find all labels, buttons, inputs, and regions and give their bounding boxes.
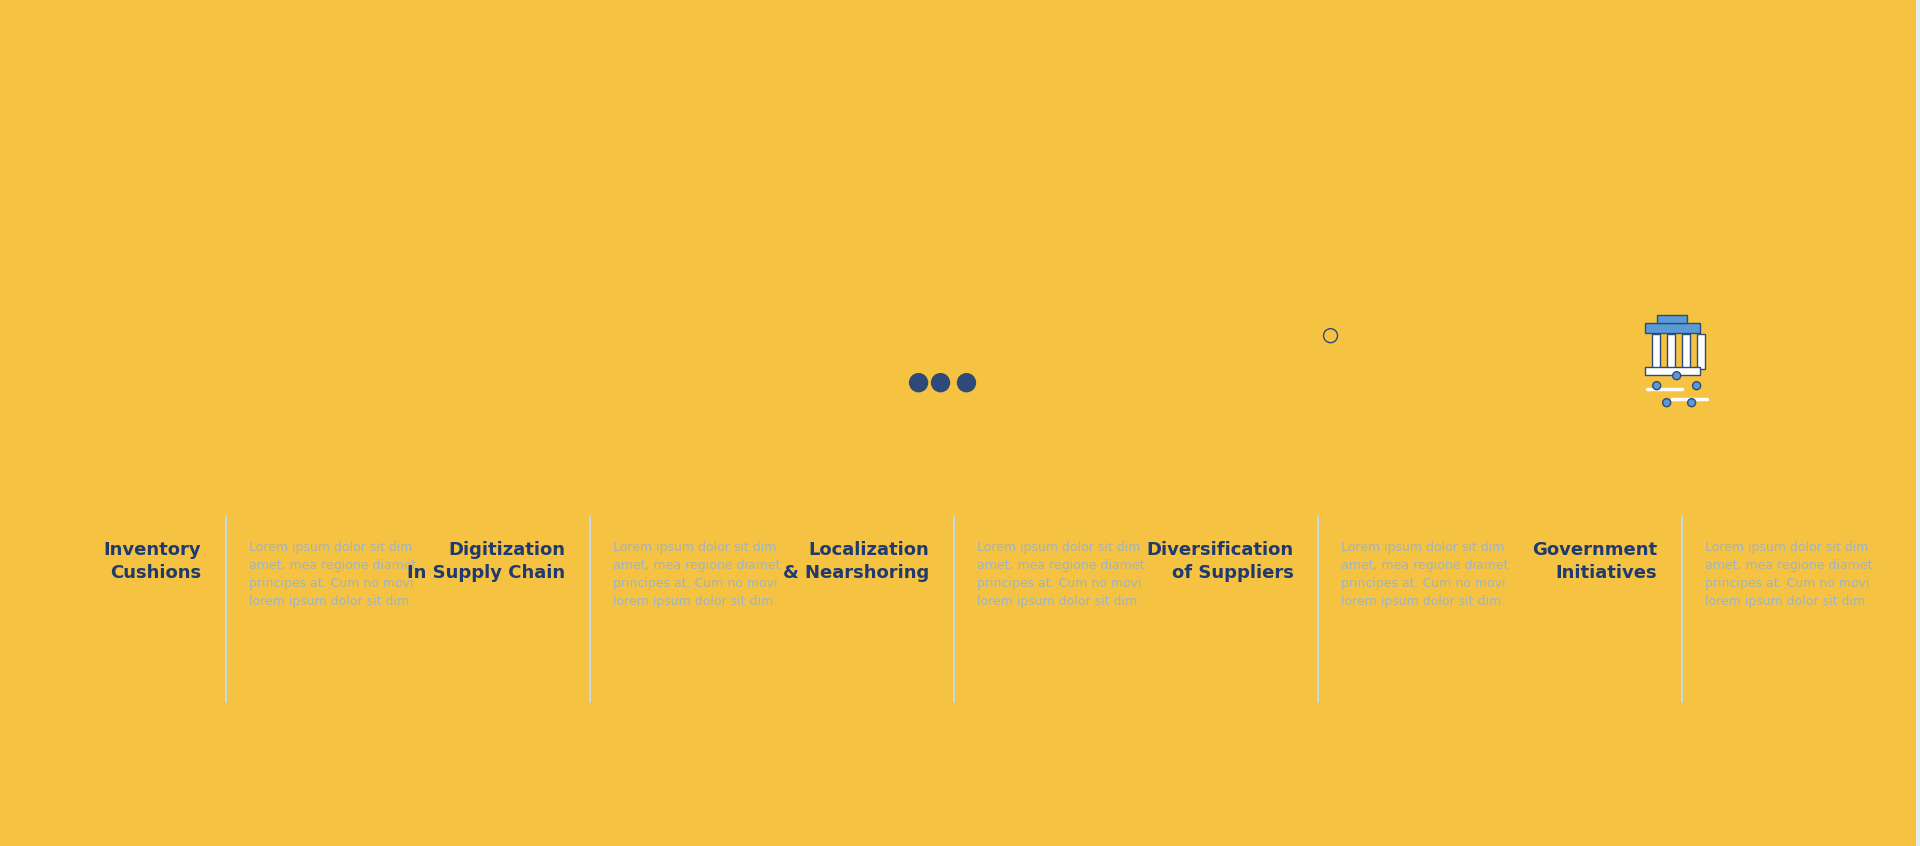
- Text: 2: 2: [649, 279, 662, 298]
- Text: Lorem ipsum dolor sit dim
amet, mea regione diamet
principes at. Cum no movi
lor: Lorem ipsum dolor sit dim amet, mea regi…: [250, 541, 417, 608]
- Ellipse shape: [995, 262, 1046, 315]
- Ellipse shape: [1667, 480, 1688, 502]
- Ellipse shape: [607, 324, 622, 338]
- Ellipse shape: [580, 486, 589, 496]
- Ellipse shape: [588, 392, 601, 406]
- Text: 1: 1: [286, 279, 300, 298]
- Ellipse shape: [1571, 256, 1793, 481]
- Ellipse shape: [837, 249, 1060, 473]
- Ellipse shape: [520, 296, 649, 426]
- Text: Localization
& Nearshoring: Localization & Nearshoring: [783, 541, 929, 582]
- Ellipse shape: [937, 480, 960, 502]
- Ellipse shape: [1672, 371, 1680, 380]
- Ellipse shape: [1693, 382, 1701, 390]
- Ellipse shape: [883, 296, 1014, 426]
- Text: Digitization
In Supply Chain: Digitization In Supply Chain: [407, 541, 564, 582]
- Ellipse shape: [1611, 296, 1741, 426]
- Ellipse shape: [267, 262, 319, 315]
- FancyBboxPatch shape: [1645, 322, 1699, 332]
- Ellipse shape: [156, 296, 286, 426]
- FancyBboxPatch shape: [947, 314, 954, 326]
- Text: Lorem ipsum dolor sit dim
amet, mea regione diamet
principes at. Cum no movi
lor: Lorem ipsum dolor sit dim amet, mea regi…: [1342, 541, 1509, 608]
- Ellipse shape: [612, 369, 626, 382]
- Ellipse shape: [1248, 296, 1377, 426]
- Ellipse shape: [1653, 382, 1661, 390]
- Ellipse shape: [1225, 272, 1400, 448]
- Ellipse shape: [1302, 480, 1323, 502]
- Ellipse shape: [1206, 256, 1428, 481]
- Text: Lorem ipsum dolor sit dim
amet, mea regione diamet
principes at. Cum no movi
lor: Lorem ipsum dolor sit dim amet, mea regi…: [1705, 541, 1872, 608]
- Ellipse shape: [1722, 262, 1774, 315]
- Text: 4: 4: [1379, 279, 1392, 298]
- Ellipse shape: [540, 333, 553, 348]
- Ellipse shape: [209, 480, 230, 502]
- Ellipse shape: [478, 256, 701, 481]
- FancyBboxPatch shape: [939, 321, 964, 346]
- Ellipse shape: [215, 486, 225, 496]
- FancyBboxPatch shape: [1697, 333, 1705, 369]
- FancyBboxPatch shape: [1667, 333, 1674, 369]
- Ellipse shape: [910, 374, 927, 392]
- Ellipse shape: [543, 379, 557, 393]
- Text: Government
Initiatives: Government Initiatives: [1532, 541, 1657, 582]
- FancyBboxPatch shape: [1651, 333, 1659, 369]
- Ellipse shape: [958, 374, 975, 392]
- Ellipse shape: [113, 256, 338, 481]
- Text: Lorem ipsum dolor sit dim
amet, mea regione diamet
principes at. Cum no movi
lor: Lorem ipsum dolor sit dim amet, mea regi…: [977, 541, 1144, 608]
- FancyBboxPatch shape: [1645, 366, 1699, 375]
- Ellipse shape: [125, 266, 315, 456]
- Ellipse shape: [1308, 486, 1317, 496]
- Text: Inventory
Cushions: Inventory Cushions: [104, 541, 202, 582]
- Ellipse shape: [943, 486, 954, 496]
- Ellipse shape: [1688, 398, 1695, 407]
- Text: Lorem ipsum dolor sit dim
amet, mea regione diamet
principes at. Cum no movi
lor: Lorem ipsum dolor sit dim amet, mea regi…: [612, 541, 781, 608]
- Ellipse shape: [854, 266, 1043, 456]
- Ellipse shape: [1672, 486, 1682, 496]
- Ellipse shape: [860, 272, 1037, 448]
- Ellipse shape: [1217, 266, 1407, 456]
- Ellipse shape: [1200, 249, 1425, 473]
- Ellipse shape: [109, 249, 332, 473]
- Ellipse shape: [490, 266, 680, 456]
- Ellipse shape: [1582, 266, 1772, 456]
- FancyBboxPatch shape: [1682, 333, 1690, 369]
- Ellipse shape: [1565, 249, 1788, 473]
- Ellipse shape: [497, 272, 672, 448]
- Ellipse shape: [841, 256, 1066, 481]
- Ellipse shape: [1359, 262, 1411, 315]
- Ellipse shape: [574, 480, 595, 502]
- Ellipse shape: [931, 374, 950, 392]
- Ellipse shape: [1663, 398, 1670, 407]
- FancyBboxPatch shape: [899, 349, 954, 381]
- FancyBboxPatch shape: [906, 353, 945, 373]
- FancyBboxPatch shape: [1657, 315, 1686, 322]
- Text: 3: 3: [1014, 279, 1027, 298]
- Ellipse shape: [132, 272, 309, 448]
- Text: 5: 5: [1741, 279, 1755, 298]
- Ellipse shape: [472, 249, 697, 473]
- Ellipse shape: [630, 262, 682, 315]
- Text: Diversification
of Suppliers: Diversification of Suppliers: [1146, 541, 1294, 582]
- Ellipse shape: [1323, 329, 1338, 343]
- Ellipse shape: [1590, 272, 1764, 448]
